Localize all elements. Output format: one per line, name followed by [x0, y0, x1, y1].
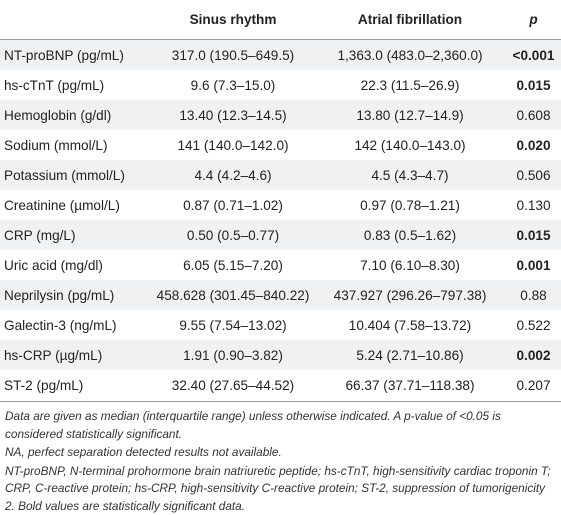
sinus-value: 0.50 (0.5–0.77)	[152, 220, 314, 250]
header-row: Sinus rhythm Atrial fibrillation p	[0, 0, 561, 40]
af-value: 4.5 (4.3–4.7)	[314, 160, 506, 190]
sinus-value: 6.05 (5.15–7.20)	[152, 250, 314, 280]
table-row: Neprilysin (pg/mL)458.628 (301.45–840.22…	[0, 280, 561, 310]
table-row: hs-CRP (µg/mL)1.91 (0.90–3.82)5.24 (2.71…	[0, 340, 561, 370]
table-row: Galectin-3 (ng/mL)9.55 (7.54–13.02)10.40…	[0, 310, 561, 340]
p-value: <0.001	[506, 40, 561, 71]
af-value: 66.37 (37.71–118.38)	[314, 370, 506, 400]
table-row: Uric acid (mg/dl)6.05 (5.15–7.20)7.10 (6…	[0, 250, 561, 280]
p-value: 0.608	[506, 100, 561, 130]
column-header: p	[506, 0, 561, 40]
column-header: Atrial fibrillation	[314, 0, 506, 40]
p-value: 0.001	[506, 250, 561, 280]
sinus-value: 13.40 (12.3–14.5)	[152, 100, 314, 130]
p-value: 0.020	[506, 130, 561, 160]
sinus-value: 9.55 (7.54–13.02)	[152, 310, 314, 340]
p-value: 0.002	[506, 340, 561, 370]
row-label: hs-cTnT (pg/mL)	[0, 70, 152, 100]
p-value: 0.130	[506, 190, 561, 220]
table-row: ST-2 (pg/mL)32.40 (27.65–44.52)66.37 (37…	[0, 370, 561, 400]
table-row: Sodium (mmol/L)141 (140.0–142.0)142 (140…	[0, 130, 561, 160]
sinus-value: 4.4 (4.2–4.6)	[152, 160, 314, 190]
row-label: ST-2 (pg/mL)	[0, 370, 152, 400]
table-row: Hemoglobin (g/dl)13.40 (12.3–14.5)13.80 …	[0, 100, 561, 130]
af-value: 437.927 (296.26–797.38)	[314, 280, 506, 310]
sinus-value: 32.40 (27.65–44.52)	[152, 370, 314, 400]
data-table: Sinus rhythm Atrial fibrillation p NT-pr…	[0, 0, 561, 400]
af-value: 142 (140.0–143.0)	[314, 130, 506, 160]
row-label: Potassium (mmol/L)	[0, 160, 152, 190]
row-label: Neprilysin (pg/mL)	[0, 280, 152, 310]
row-label: Sodium (mmol/L)	[0, 130, 152, 160]
table-row: Creatinine (µmol/L)0.87 (0.71–1.02)0.97 …	[0, 190, 561, 220]
af-value: 1,363.0 (483.0–2,360.0)	[314, 40, 506, 71]
p-value: 0.506	[506, 160, 561, 190]
row-label: CRP (mg/L)	[0, 220, 152, 250]
table-row: CRP (mg/L)0.50 (0.5–0.77)0.83 (0.5–1.62)…	[0, 220, 561, 250]
note: Data are given as median (interquartile …	[5, 408, 555, 443]
table-row: Potassium (mmol/L)4.4 (4.2–4.6)4.5 (4.3–…	[0, 160, 561, 190]
sinus-value: 141 (140.0–142.0)	[152, 130, 314, 160]
sinus-value: 458.628 (301.45–840.22)	[152, 280, 314, 310]
sinus-value: 9.6 (7.3–15.0)	[152, 70, 314, 100]
sinus-value: 0.87 (0.71–1.02)	[152, 190, 314, 220]
row-label: Uric acid (mg/dl)	[0, 250, 152, 280]
sinus-value: 317.0 (190.5–649.5)	[152, 40, 314, 71]
p-value: 0.015	[506, 220, 561, 250]
af-value: 0.97 (0.78–1.21)	[314, 190, 506, 220]
table-notes: Data are given as median (interquartile …	[0, 401, 561, 515]
row-label: hs-CRP (µg/mL)	[0, 340, 152, 370]
table-body: NT-proBNP (pg/mL)317.0 (190.5–649.5)1,36…	[0, 40, 561, 401]
row-label: NT-proBNP (pg/mL)	[0, 40, 152, 71]
sinus-value: 1.91 (0.90–3.82)	[152, 340, 314, 370]
row-label: Creatinine (µmol/L)	[0, 190, 152, 220]
af-value: 13.80 (12.7–14.9)	[314, 100, 506, 130]
note: NA, perfect separation detected results …	[5, 444, 555, 462]
p-value: 0.015	[506, 70, 561, 100]
af-value: 0.83 (0.5–1.62)	[314, 220, 506, 250]
af-value: 5.24 (2.71–10.86)	[314, 340, 506, 370]
af-value: 10.404 (7.58–13.72)	[314, 310, 506, 340]
af-value: 7.10 (6.10–8.30)	[314, 250, 506, 280]
p-value: 0.88	[506, 280, 561, 310]
af-value: 22.3 (11.5–26.9)	[314, 70, 506, 100]
p-value: 0.522	[506, 310, 561, 340]
row-label: Galectin-3 (ng/mL)	[0, 310, 152, 340]
table-row: NT-proBNP (pg/mL)317.0 (190.5–649.5)1,36…	[0, 40, 561, 71]
note: NT-proBNP, N-terminal prohormone brain n…	[5, 463, 555, 515]
row-label: Hemoglobin (g/dl)	[0, 100, 152, 130]
p-value: 0.207	[506, 370, 561, 400]
column-header	[0, 0, 152, 40]
column-header: Sinus rhythm	[152, 0, 314, 40]
table-row: hs-cTnT (pg/mL)9.6 (7.3–15.0)22.3 (11.5–…	[0, 70, 561, 100]
